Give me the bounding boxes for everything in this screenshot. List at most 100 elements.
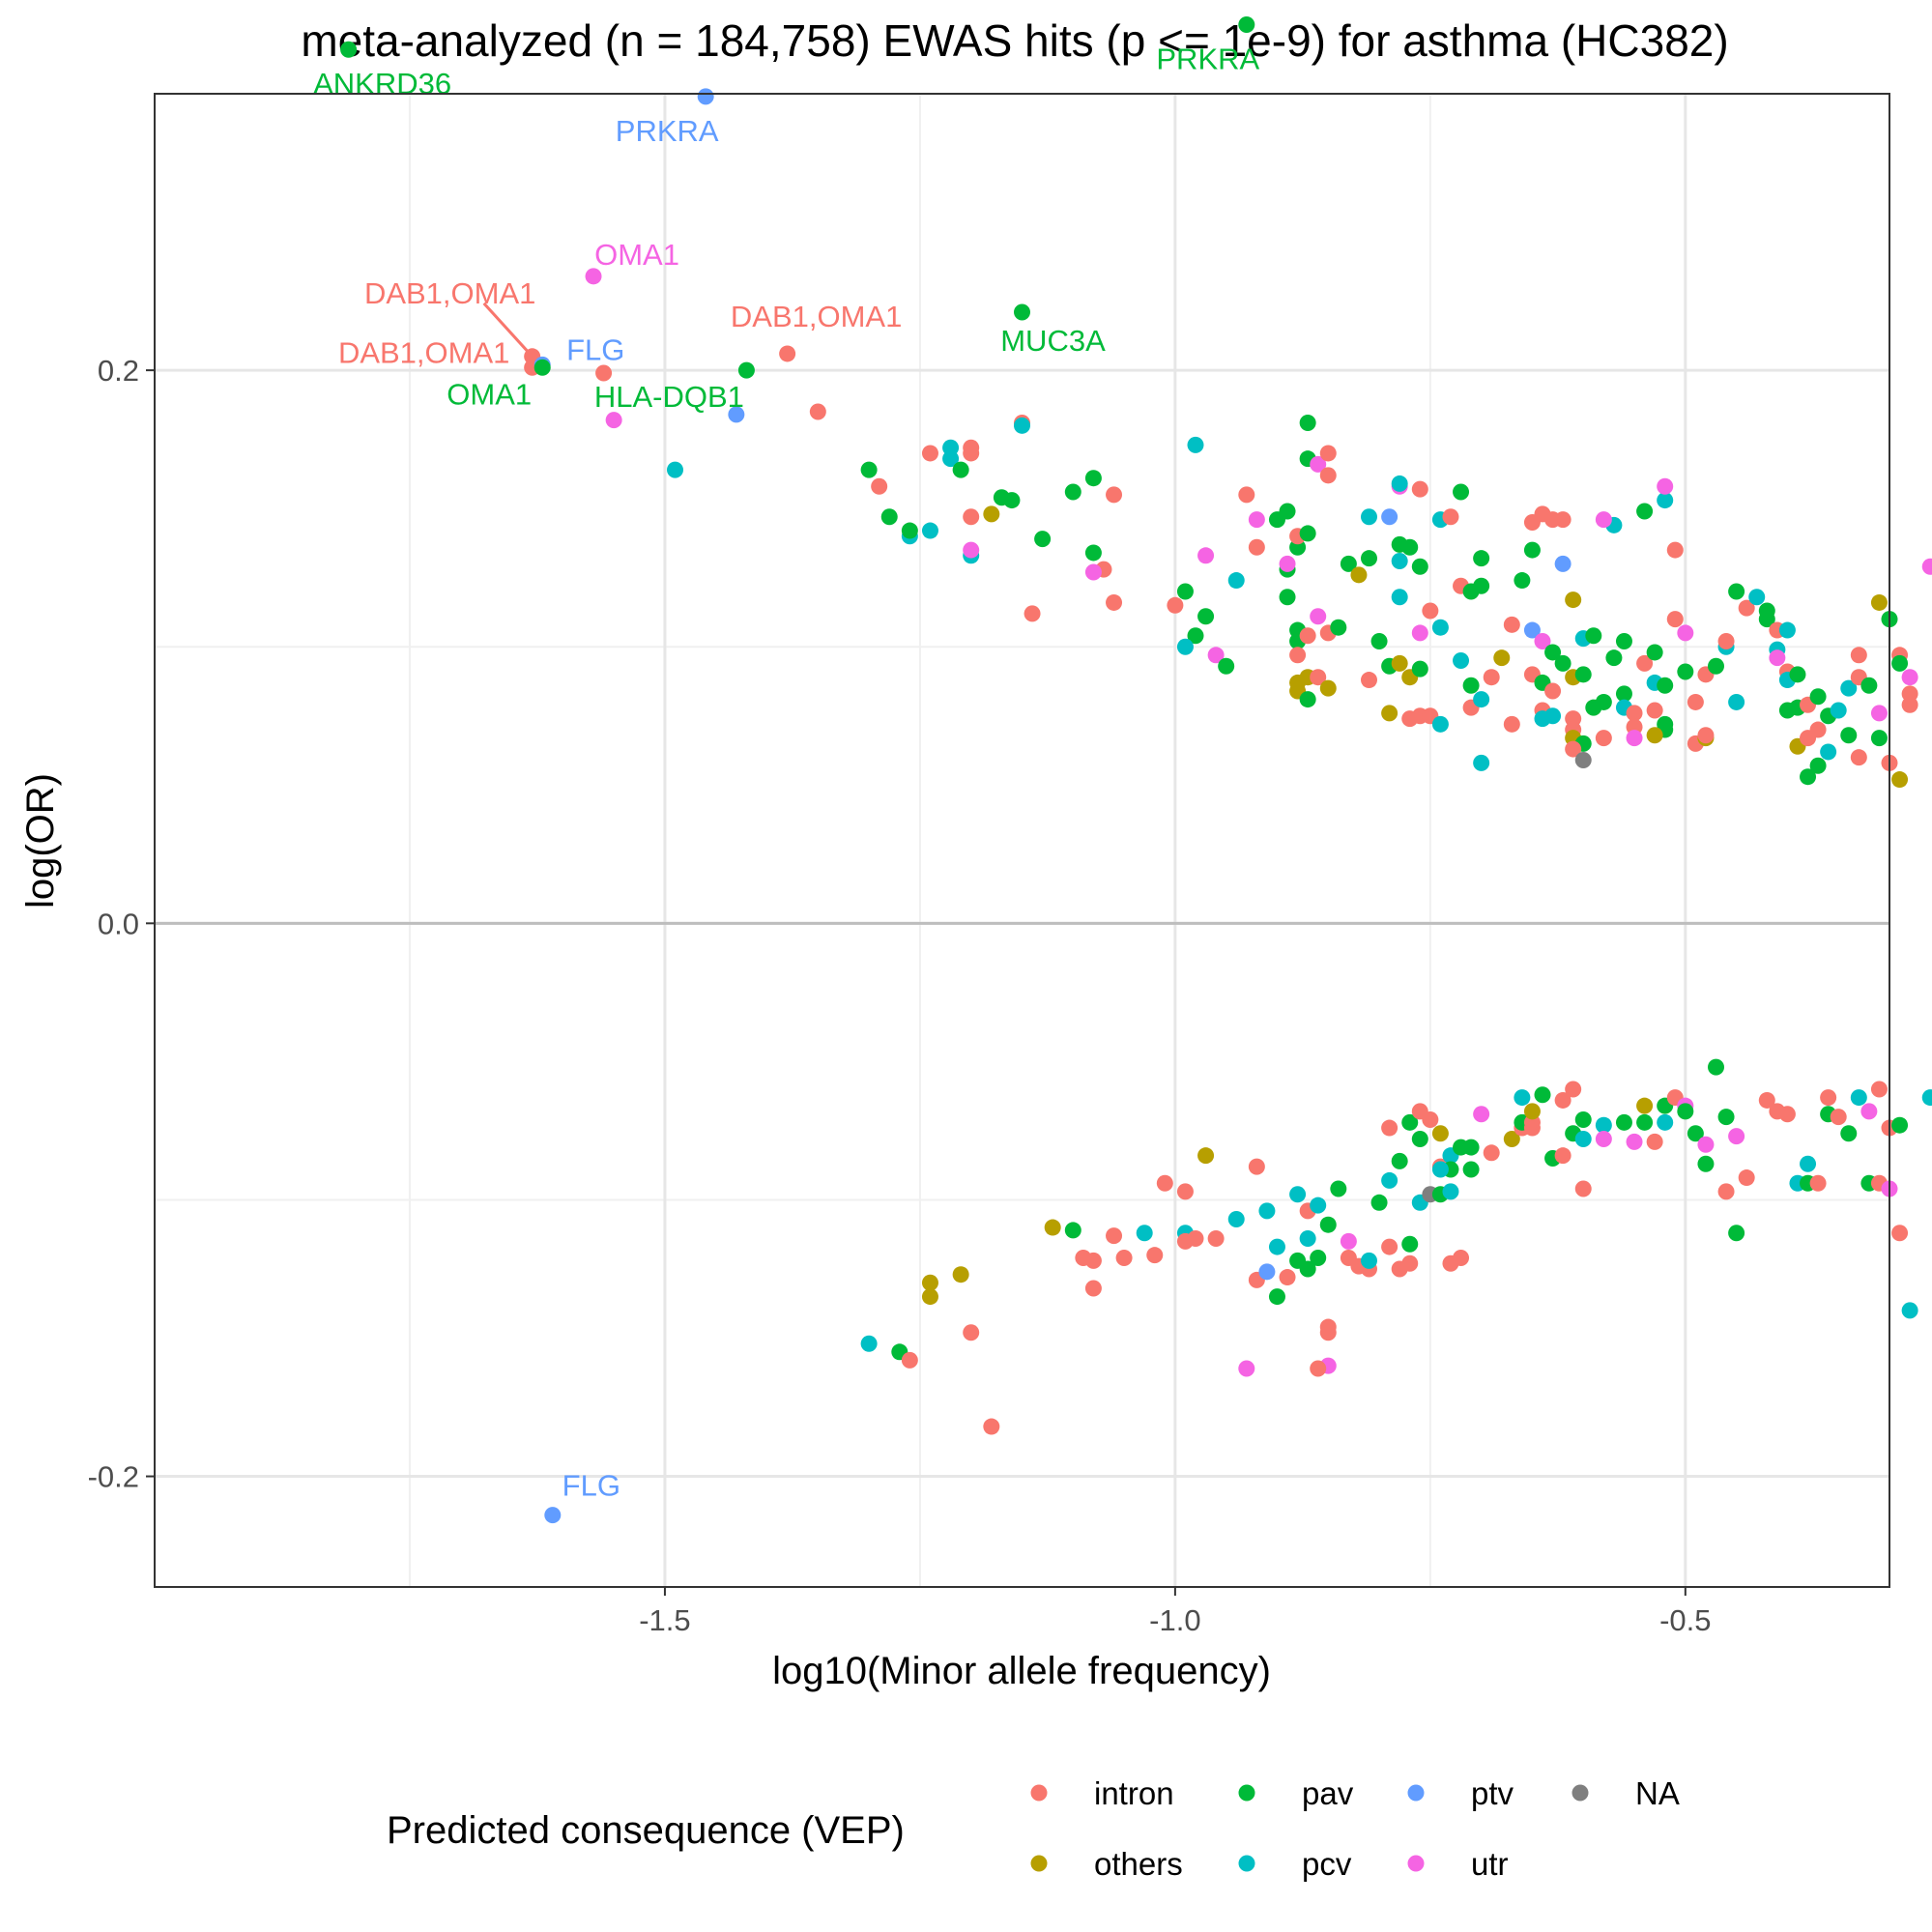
data-point-pav <box>1197 608 1215 625</box>
legend-label: ptv <box>1471 1775 1514 1811</box>
data-point-intron <box>1778 1106 1796 1123</box>
data-point-utr <box>1084 563 1102 581</box>
legend: Predicted consequence (VEP) intron pav ptv… <box>387 1775 1680 1882</box>
data-point-pav <box>1677 1103 1694 1120</box>
data-point-pcv <box>1391 475 1408 492</box>
data-point-pcv <box>1361 1252 1377 1269</box>
data-point-pav <box>1574 666 1592 683</box>
data-point-utr <box>1340 1232 1357 1250</box>
data-point-others <box>1350 566 1368 584</box>
data-point-pav <box>1636 1113 1654 1131</box>
chart-title: meta-analyzed (n = 184,758) EWAS hits (p… <box>301 15 1728 66</box>
data-point-intron <box>1115 1250 1133 1267</box>
legend-label: intron <box>1094 1775 1174 1811</box>
data-point-pav <box>1299 525 1316 542</box>
data-point-ptv <box>1554 555 1572 572</box>
point-label: ANKRD36 <box>313 67 451 101</box>
data-point-intron <box>1299 627 1316 645</box>
data-point-intron <box>1503 715 1520 733</box>
data-point-others <box>1565 591 1582 609</box>
legend-key-pcv <box>1238 1855 1255 1872</box>
data-point-intron <box>1646 1133 1663 1150</box>
data-point-pav <box>1370 1194 1388 1211</box>
data-point-intron <box>1106 486 1123 504</box>
data-point-pav <box>1453 483 1470 501</box>
data-point-pav <box>1523 541 1541 559</box>
point-label: OMA1 <box>447 377 532 411</box>
data-point-pav <box>1809 688 1827 706</box>
data-point-intron <box>1850 749 1867 766</box>
data-point-intron <box>1167 596 1184 614</box>
data-point-pav <box>1361 550 1377 567</box>
data-point-utr <box>1697 1136 1715 1153</box>
data-point-others <box>983 505 1000 523</box>
data-point-intron <box>1319 445 1337 462</box>
data-point-pcv <box>1850 1089 1867 1107</box>
data-point-intron <box>1666 611 1684 628</box>
data-point-pcv <box>667 461 683 478</box>
data-point-intron <box>1666 541 1684 559</box>
data-point-pav <box>1034 531 1052 548</box>
data-point-utr <box>1595 1131 1612 1147</box>
data-point-intron <box>1717 633 1735 649</box>
x-axis-ticks: -1.5 -1.0 -0.5 <box>639 1587 1712 1637</box>
data-point-pav <box>1279 503 1296 520</box>
legend-key-ptv <box>1407 1784 1425 1802</box>
data-point-pav <box>1646 644 1663 661</box>
data-point-intron <box>1503 616 1520 633</box>
data-point-utr <box>1534 633 1551 649</box>
legend-items: intron pav ptv NA others pcv utr <box>1022 1775 1680 1882</box>
data-point-intron <box>1850 647 1867 664</box>
data-point-pav <box>1544 644 1562 661</box>
data-point-pcv <box>1187 436 1204 453</box>
data-point-others <box>1636 1097 1654 1114</box>
data-point-intron <box>963 439 980 456</box>
data-point-ptv <box>1381 508 1399 526</box>
data-point-intron <box>1809 721 1827 738</box>
data-point-pav <box>1391 1152 1408 1169</box>
data-point-pcv <box>1830 702 1847 719</box>
data-point-intron <box>1176 1183 1194 1200</box>
data-point-others <box>1391 654 1408 672</box>
labeled-point-pav <box>1238 15 1255 33</box>
legend-title: Predicted consequence (VEP) <box>387 1809 905 1852</box>
data-point-pcv <box>1473 754 1490 771</box>
labeled-point-intron <box>779 345 796 362</box>
data-point-pcv <box>860 1335 878 1352</box>
legend-key-utr <box>1407 1855 1425 1872</box>
data-point-pav <box>1595 693 1612 710</box>
data-point-intron <box>1156 1174 1173 1192</box>
data-point-pcv <box>1136 1225 1153 1242</box>
data-point-pav <box>1401 1113 1419 1131</box>
x-tick-label: -1.0 <box>1149 1603 1200 1637</box>
data-point-intron <box>1891 1225 1909 1242</box>
data-point-others <box>1646 727 1663 744</box>
data-point-pav <box>1728 583 1745 600</box>
y-axis-ticks: -0.2 0.0 0.2 <box>88 354 155 1494</box>
data-point-utr <box>1238 1360 1255 1377</box>
data-point-pcv <box>1227 1210 1245 1227</box>
data-point-others <box>1891 771 1909 789</box>
data-point-intron <box>1381 1119 1399 1137</box>
data-point-intron <box>1146 1247 1164 1264</box>
data-point-pcv <box>1381 1171 1399 1189</box>
data-point-intron <box>983 1418 1000 1435</box>
data-point-pav <box>1187 627 1204 645</box>
data-point-utr <box>1769 649 1786 667</box>
x-axis-label: log10(Minor allele frequency) <box>772 1650 1271 1692</box>
point-label: FLG <box>566 332 624 366</box>
data-point-pav <box>1462 1161 1480 1178</box>
legend-label: NA <box>1635 1775 1680 1811</box>
data-point-pav <box>1299 414 1316 431</box>
point-label: PRKRA <box>616 114 719 148</box>
data-point-intron <box>963 1324 980 1341</box>
data-point-pav <box>1411 660 1428 678</box>
data-point-utr <box>1728 1128 1745 1145</box>
data-point-intron <box>1595 730 1612 747</box>
data-point-others <box>1523 1103 1541 1120</box>
data-point-intron <box>921 445 938 462</box>
data-point-pav <box>1697 1155 1715 1172</box>
data-point-pav <box>1687 1125 1704 1142</box>
data-point-pav <box>1615 1113 1632 1131</box>
